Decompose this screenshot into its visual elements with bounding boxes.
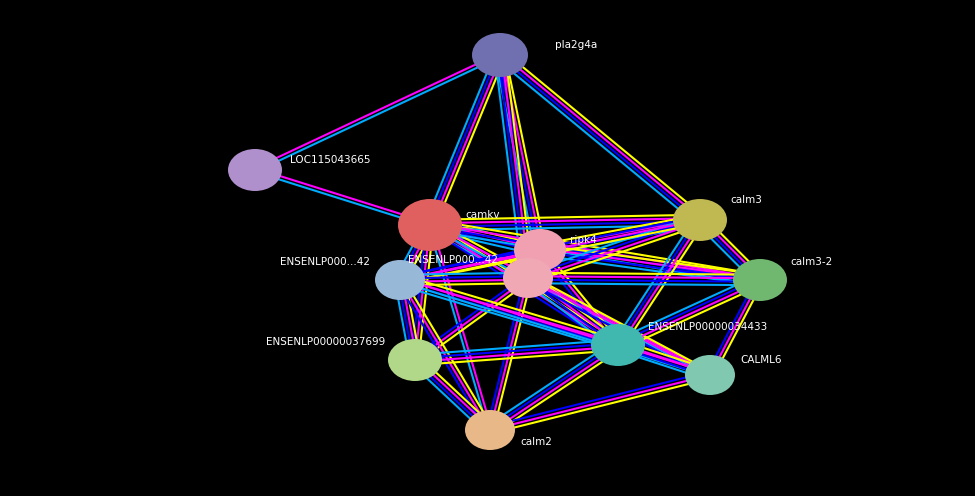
Text: ripk4: ripk4: [570, 235, 597, 245]
Text: ENSENLP00000037699: ENSENLP00000037699: [266, 337, 385, 347]
Text: calm3-2: calm3-2: [790, 257, 833, 267]
Ellipse shape: [503, 258, 553, 298]
Ellipse shape: [673, 199, 727, 241]
Text: calm3: calm3: [730, 195, 761, 205]
Text: LOC115043665: LOC115043665: [290, 155, 370, 165]
Text: camkv: camkv: [465, 210, 499, 220]
Text: ENSENLP000...42: ENSENLP000...42: [280, 257, 370, 267]
Ellipse shape: [398, 199, 462, 251]
Text: ENSENLP00000034433: ENSENLP00000034433: [648, 322, 767, 332]
Ellipse shape: [514, 229, 566, 271]
Text: pla2g4a: pla2g4a: [555, 40, 598, 50]
Text: CALML6: CALML6: [740, 355, 782, 365]
Text: calm2: calm2: [520, 437, 552, 447]
Ellipse shape: [472, 33, 528, 77]
Ellipse shape: [733, 259, 787, 301]
Ellipse shape: [465, 410, 515, 450]
Ellipse shape: [685, 355, 735, 395]
Ellipse shape: [375, 260, 425, 300]
Ellipse shape: [228, 149, 282, 191]
Ellipse shape: [388, 339, 442, 381]
Text: ENSENLP000...42: ENSENLP000...42: [408, 255, 498, 265]
Ellipse shape: [591, 324, 645, 366]
